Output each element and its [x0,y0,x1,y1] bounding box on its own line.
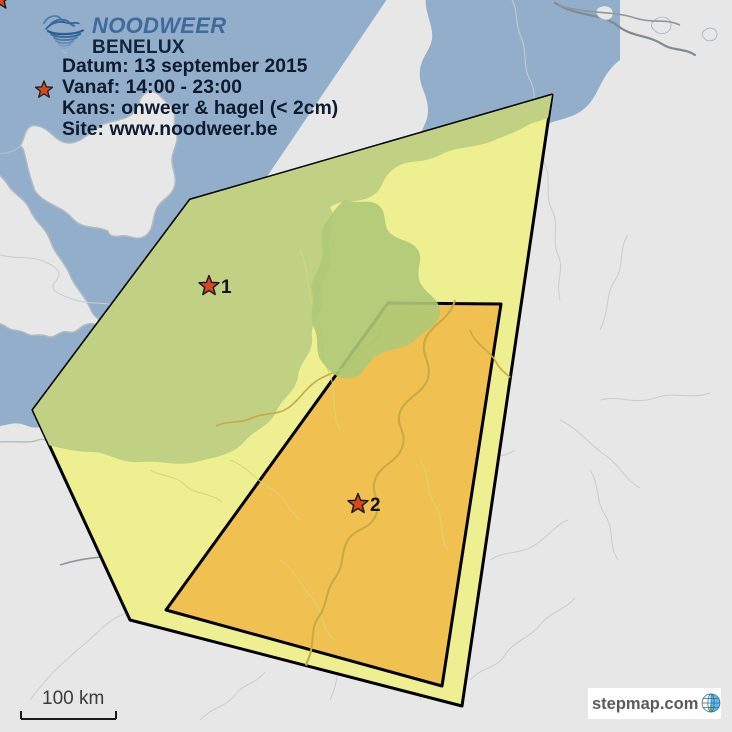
svg-text:stepmap.com: stepmap.com [592,695,698,713]
svg-text:1: 1 [221,277,232,298]
svg-text:BENELUX: BENELUX [92,37,185,58]
svg-text:100 km: 100 km [42,688,104,709]
svg-text:NOODWEER: NOODWEER [92,13,226,38]
svg-text:2: 2 [370,495,381,516]
